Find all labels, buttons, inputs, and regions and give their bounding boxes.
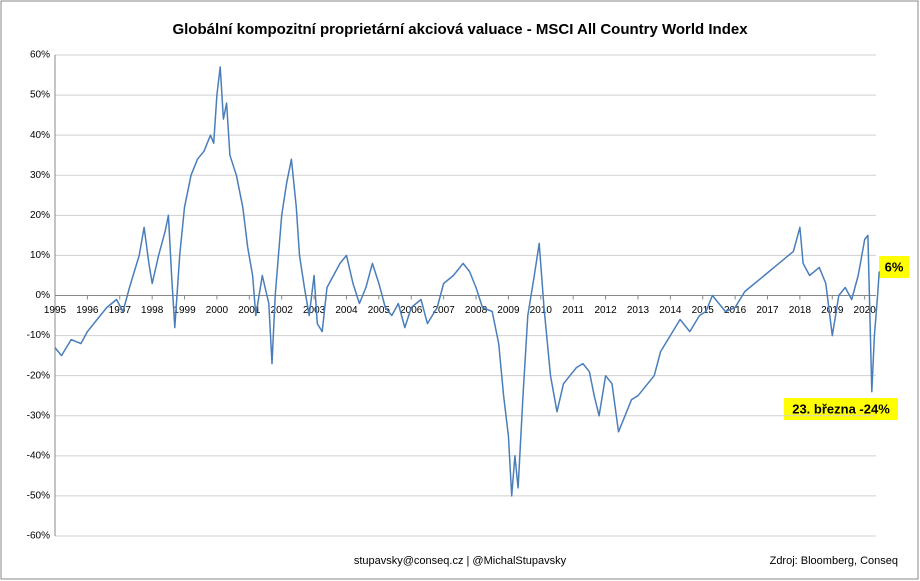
x-tick-label: 1997 — [109, 305, 132, 316]
x-tick-label: 2001 — [238, 305, 261, 316]
footer-source: Zdroj: Bloomberg, Conseq — [770, 555, 898, 567]
y-tick-label: -50% — [27, 491, 50, 502]
x-tick-label: 2011 — [562, 305, 584, 316]
annotation: 23. března -24% — [792, 401, 890, 416]
x-tick-label: 1996 — [76, 305, 99, 316]
x-tick-label: 2003 — [303, 305, 326, 316]
annotation-box — [879, 256, 909, 278]
y-tick-label: -10% — [27, 330, 50, 341]
x-tick-label: 2000 — [206, 305, 229, 316]
x-tick-label: 2010 — [530, 305, 553, 316]
y-tick-label: 30% — [30, 170, 50, 181]
x-tick-label: 1998 — [141, 305, 164, 316]
y-tick-label: -30% — [27, 410, 50, 421]
x-tick-label: 2019 — [821, 305, 844, 316]
x-tick-label: 2009 — [497, 305, 520, 316]
series-line — [54, 66, 880, 497]
x-tick-label: 1999 — [173, 305, 196, 316]
footer-credit: stupavsky@conseq.cz | @MichalStupavsky — [354, 555, 567, 567]
x-tick-label: 2004 — [335, 305, 358, 316]
x-tick-label: 2002 — [271, 305, 294, 316]
y-tick-label: 20% — [30, 210, 50, 221]
y-tick-label: -60% — [27, 531, 50, 542]
x-tick-label: 1995 — [44, 305, 67, 316]
x-tick-label: 2005 — [368, 305, 391, 316]
chart-title: Globální kompozitní proprietární akciová… — [172, 21, 748, 38]
x-tick-label: 2013 — [627, 305, 650, 316]
x-tick-label: 2018 — [789, 305, 812, 316]
annotation: 6% — [885, 259, 904, 274]
x-tick-label: 2012 — [594, 305, 617, 316]
annotation-box — [784, 398, 898, 420]
y-tick-label: 60% — [30, 50, 50, 61]
x-tick-label: 2015 — [692, 305, 715, 316]
x-tick-label: 2017 — [756, 305, 779, 316]
x-tick-label: 2020 — [854, 305, 877, 316]
x-tick-label: 2008 — [465, 305, 488, 316]
x-tick-label: 2014 — [659, 305, 682, 316]
x-tick-label: 2016 — [724, 305, 747, 316]
y-tick-label: 10% — [30, 250, 50, 261]
y-tick-label: 40% — [30, 130, 50, 141]
y-tick-label: -20% — [27, 370, 50, 381]
y-tick-label: -40% — [27, 450, 50, 461]
y-tick-label: 0% — [36, 290, 51, 301]
y-tick-label: 50% — [30, 90, 50, 101]
x-tick-label: 2006 — [400, 305, 423, 316]
x-tick-label: 2007 — [433, 305, 456, 316]
